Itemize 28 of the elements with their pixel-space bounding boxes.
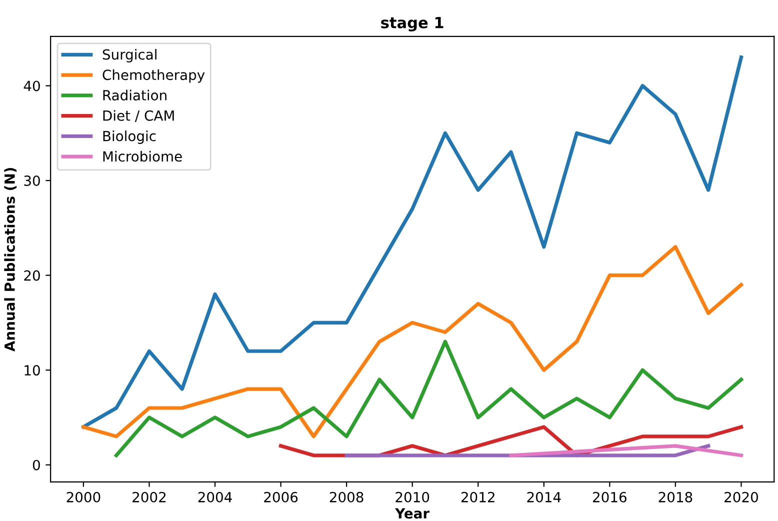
line-series bbox=[114, 340, 744, 458]
x-tick-label: 2014 bbox=[527, 492, 561, 502]
legend-label: Diet / CAM bbox=[103, 110, 174, 122]
y-tick-label: 20 bbox=[24, 270, 40, 281]
x-tick-label: 2012 bbox=[461, 492, 494, 502]
x-tick-label: 2018 bbox=[658, 492, 692, 502]
x-tick-label: 2004 bbox=[198, 492, 232, 502]
y-axis-title: Annual Publications (N) bbox=[4, 168, 17, 352]
chart-title: stage 1 bbox=[381, 17, 444, 32]
y-tick-label: 10 bbox=[24, 365, 40, 376]
legend-label: Microbiome bbox=[103, 150, 182, 162]
y-tick-label: 30 bbox=[24, 176, 40, 186]
line-series bbox=[82, 245, 744, 438]
x-tick-label: 2010 bbox=[396, 492, 430, 502]
y-tick-label: 0 bbox=[32, 460, 40, 470]
x-tick-label: 2006 bbox=[264, 492, 298, 502]
line-series bbox=[509, 444, 744, 458]
x-tick-label: 2000 bbox=[66, 492, 100, 502]
legend-label: Biologic bbox=[103, 130, 156, 144]
legend-label: Chemotherapy bbox=[102, 69, 205, 83]
x-tick-label: 2020 bbox=[724, 492, 758, 502]
x-tick-label: 2002 bbox=[132, 492, 166, 502]
x-tick-label: 2016 bbox=[593, 492, 626, 502]
x-tick-label: 2008 bbox=[330, 492, 364, 502]
legend-label: Radiation bbox=[103, 90, 166, 100]
legend-label: Surgical bbox=[102, 48, 156, 62]
x-axis-title: Year bbox=[394, 508, 430, 519]
y-tick-label: 40 bbox=[24, 80, 40, 92]
